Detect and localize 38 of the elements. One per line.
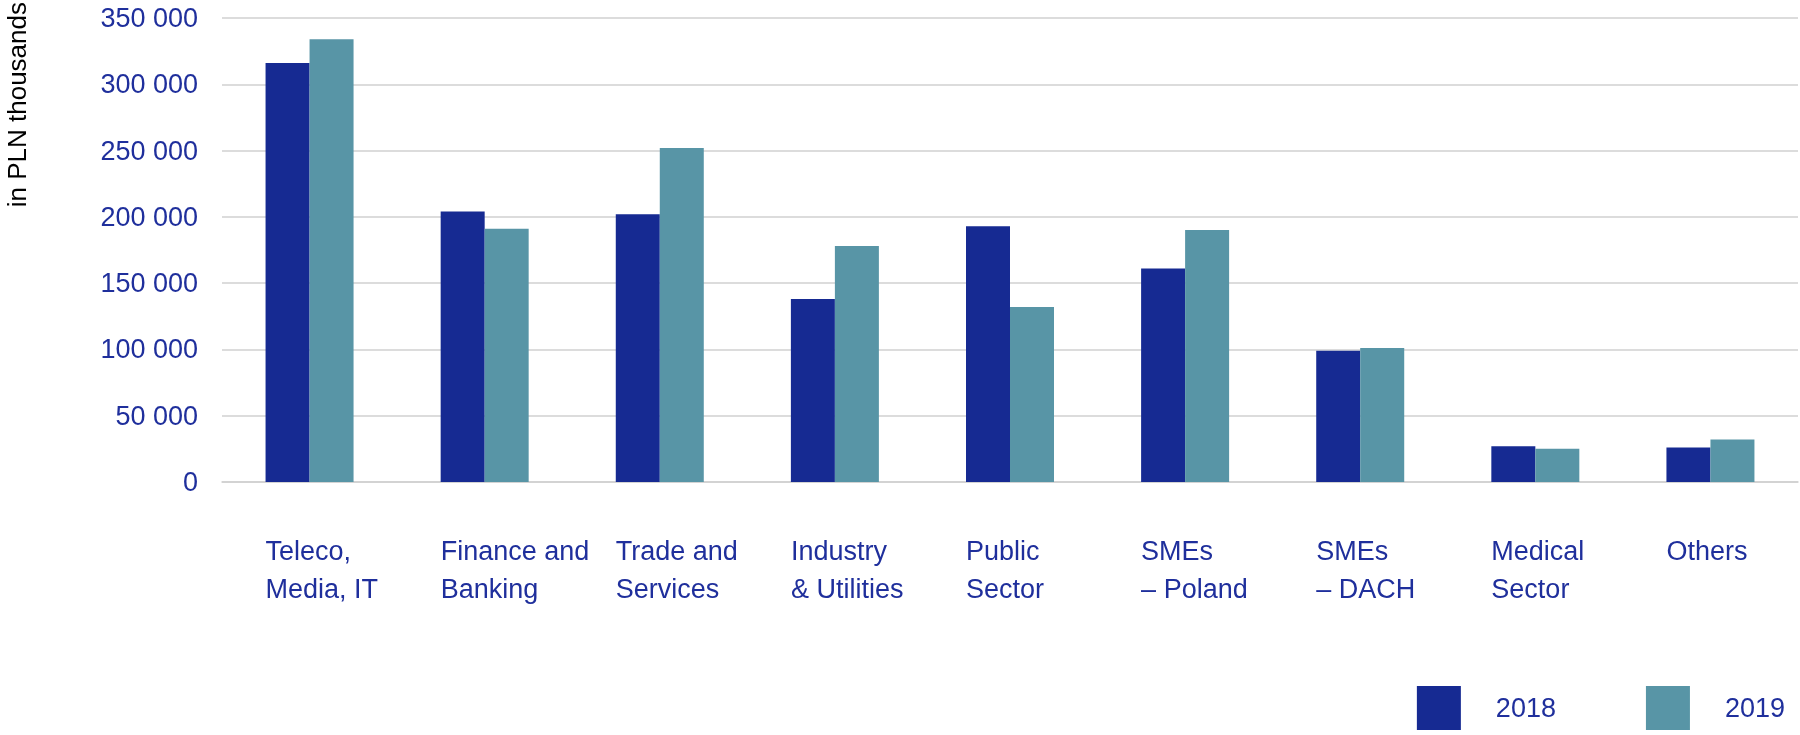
x-tick-label: Others (1666, 536, 1748, 566)
bar (834, 246, 879, 482)
bar (1710, 439, 1755, 482)
y-tick-label: 150 000 (100, 268, 198, 299)
bar (1316, 350, 1361, 482)
y-tick-label: 100 000 (100, 334, 198, 365)
bar (659, 147, 704, 482)
bar (1360, 348, 1405, 482)
legend-label: 2019 (1724, 693, 1786, 723)
bar (1535, 448, 1580, 482)
bar (484, 228, 529, 482)
bar (790, 299, 835, 482)
x-tick-label: Trade and Services (615, 536, 738, 604)
bar (1666, 447, 1711, 482)
bar (1185, 230, 1230, 482)
bar (265, 63, 310, 482)
x-tick-label: Public Sector (966, 536, 1045, 604)
x-tick-label: Medical Sector (1491, 536, 1585, 604)
x-tick-label: Finance and Banking (440, 536, 590, 604)
x-tick-label: SMEs – Poland (1141, 536, 1248, 604)
bar (1010, 307, 1054, 482)
x-tick-label: SMEs – DACH (1316, 536, 1416, 604)
y-tick-label: 300 000 (100, 69, 198, 100)
y-tick-label: 200 000 (100, 201, 198, 232)
y-tick-label: 350 000 (100, 3, 198, 33)
bar (615, 214, 660, 482)
bar (309, 39, 354, 482)
bar (966, 226, 1010, 482)
y-tick-label: 50 000 (115, 400, 198, 431)
y-tick-label: 0 (182, 467, 198, 497)
y-tick-label: 250 000 (100, 135, 198, 166)
bar (440, 211, 485, 482)
legend-label: 2018 (1495, 693, 1556, 723)
bar (1491, 446, 1536, 482)
x-tick-label: Teleco, Media, IT (265, 536, 379, 604)
x-tick-label: Industry & Utilities (790, 536, 904, 604)
y-axis-title: in PLN thousands (2, 2, 32, 208)
bar (1141, 268, 1186, 482)
